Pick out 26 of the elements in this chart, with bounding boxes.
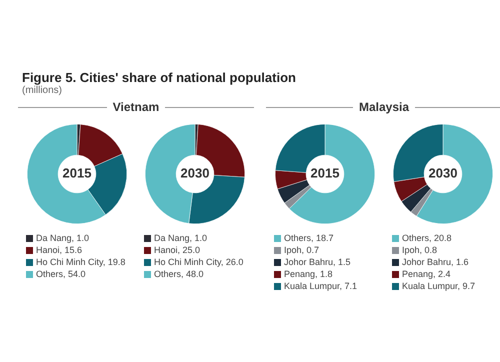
legend-label: Hanoi, 15.6: [36, 244, 82, 256]
legend-label: Kuala Lumpur, 9.7: [402, 280, 476, 292]
legend-label: Ho Chi Minh City, 26.0: [154, 256, 244, 268]
legend-label: Hanoi, 25.0: [154, 244, 200, 256]
text: (millions): [22, 85, 63, 96]
legend-label: Penang, 1.8: [284, 268, 333, 280]
text: Malaysia: [358, 100, 410, 114]
text: 2030: [428, 166, 458, 181]
legend-label: Da Nang, 1.0: [154, 232, 208, 244]
legend-label: Others, 20.8: [402, 232, 452, 244]
legend-label: Ipoh, 0.7: [284, 244, 320, 256]
legend-label: Ho Chi Minh City, 19.8: [36, 256, 126, 268]
legend-label: Ipoh, 0.8: [402, 244, 438, 256]
legend-label: Penang, 2.4: [402, 268, 451, 280]
legend-label: Da Nang, 1.0: [36, 232, 90, 244]
legend-label: Johor Bahru, 1.5: [284, 256, 351, 268]
legend-label: Others, 54.0: [36, 268, 86, 280]
caption: Figure 5. Cities' share of national population: [22, 70, 297, 85]
legend-label: Others, 48.0: [154, 268, 204, 280]
legend-label: Others, 18.7: [284, 232, 334, 244]
text: 2015: [310, 166, 340, 181]
text: 2015: [62, 166, 92, 181]
legend-label: Kuala Lumpur, 7.1: [284, 280, 358, 292]
text: 2030: [180, 166, 210, 181]
text: Vietnam: [112, 100, 160, 114]
legend-label: Johor Bahru, 1.6: [402, 256, 469, 268]
